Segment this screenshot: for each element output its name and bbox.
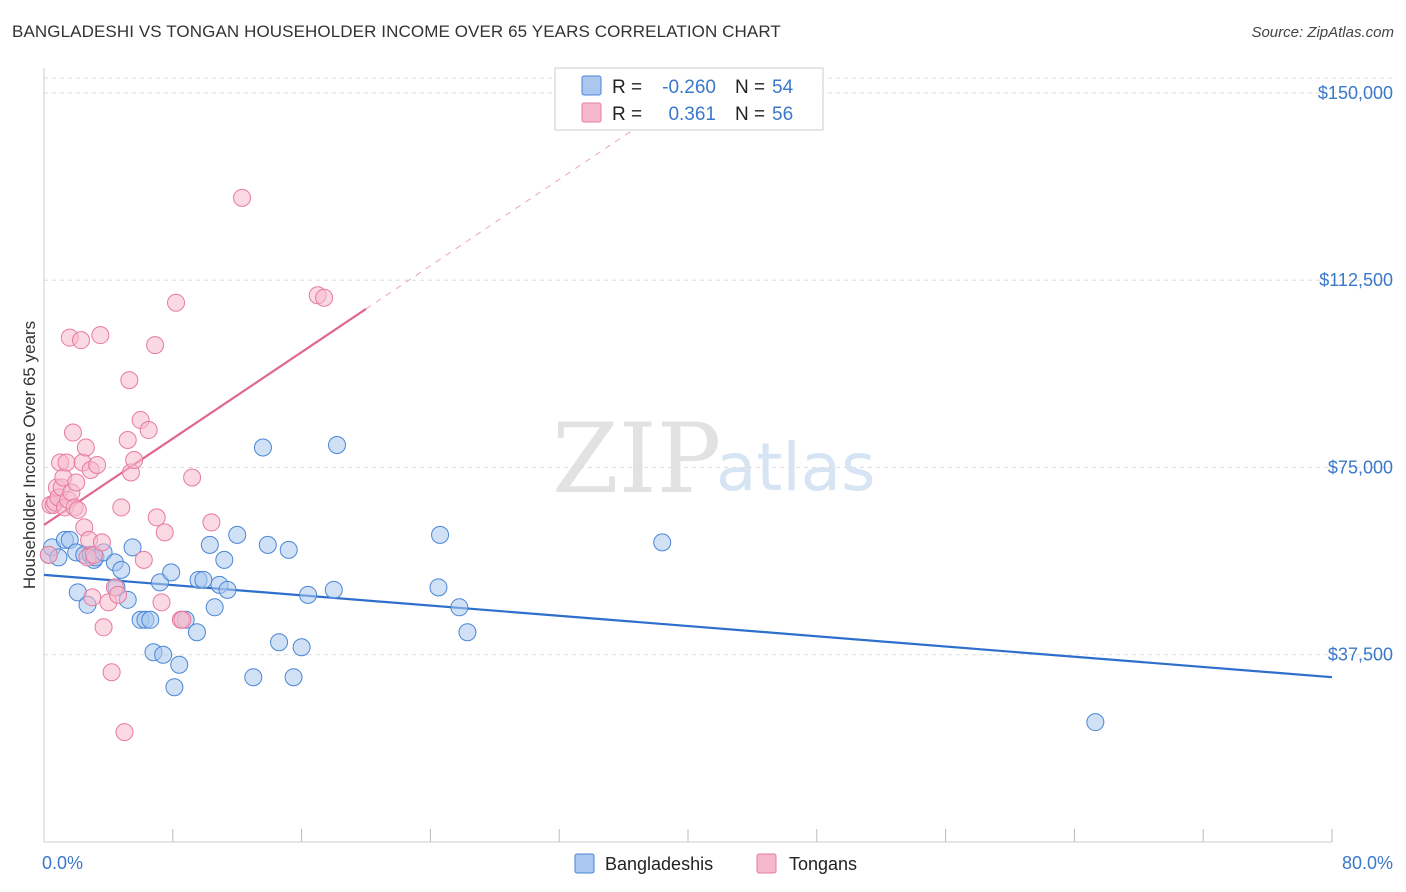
- point-bangladeshis: [1086, 713, 1105, 732]
- point-bangladeshis: [458, 623, 477, 642]
- point-tongans: [112, 498, 131, 517]
- point-tongans: [91, 326, 110, 345]
- point-tongans: [134, 550, 153, 569]
- point-tongans: [109, 585, 128, 604]
- legend-n-value-2: 56: [772, 104, 793, 125]
- correlation-legend: R = -0.260 N = 54 R = 0.361 N = 56: [554, 67, 824, 131]
- point-tongans: [76, 438, 95, 457]
- point-bangladeshis: [215, 550, 234, 569]
- point-tongans: [88, 455, 107, 474]
- point-tongans: [68, 500, 87, 519]
- trend-line-tongans: [43, 308, 367, 526]
- point-tongans: [115, 723, 134, 742]
- trend-lines: [43, 92, 1333, 679]
- y-tick-label: $150,000: [1318, 83, 1393, 103]
- point-bangladeshis: [218, 580, 237, 599]
- point-bangladeshis: [112, 560, 131, 579]
- point-tongans: [155, 523, 174, 542]
- point-tongans: [39, 545, 58, 564]
- bottom-legend-bangladeshis: Bangladeshis: [605, 854, 713, 874]
- point-bangladeshis: [284, 668, 303, 687]
- point-bangladeshis: [253, 438, 272, 457]
- gridlines: [44, 77, 1392, 656]
- x-tick-label-min: 0.0%: [42, 853, 83, 873]
- point-bangladeshis: [431, 525, 450, 544]
- point-tongans: [167, 293, 186, 312]
- point-tongans: [146, 336, 165, 355]
- bottom-legend-swatch-pink: [756, 853, 777, 874]
- point-tongans: [120, 371, 139, 390]
- point-tongans: [67, 473, 86, 492]
- legend-r-value-1: -0.260: [662, 77, 716, 98]
- point-tongans: [92, 533, 111, 552]
- point-bangladeshis: [154, 645, 173, 664]
- point-tongans: [57, 453, 76, 472]
- point-bangladeshis: [324, 580, 343, 599]
- point-bangladeshis: [228, 525, 247, 544]
- legend-n-value-1: 54: [772, 77, 794, 98]
- point-tongans: [315, 288, 334, 307]
- legend-swatch-pink: [581, 102, 602, 123]
- series-legend: Bangladeshis Tongans: [574, 853, 857, 874]
- y-tick-labels: $37,500 $75,000 $112,500 $150,000: [1318, 83, 1393, 665]
- point-bangladeshis: [270, 633, 289, 652]
- point-bangladeshis: [279, 540, 298, 559]
- chart-title: BANGLADESHI VS TONGAN HOUSEHOLDER INCOME…: [12, 22, 781, 41]
- tongans-points: [39, 188, 334, 742]
- point-bangladeshis: [244, 668, 263, 687]
- bottom-legend-tongans: Tongans: [789, 854, 857, 874]
- legend-r-value-2: 0.361: [668, 104, 716, 125]
- point-bangladeshis: [429, 578, 448, 597]
- point-bangladeshis: [258, 535, 277, 554]
- point-tongans: [118, 431, 137, 450]
- trend-line-bangladeshis: [43, 573, 1333, 679]
- trend-line-extension: [365, 92, 689, 310]
- point-bangladeshis: [205, 598, 224, 617]
- point-bangladeshis: [162, 563, 181, 582]
- x-tick-label-max: 80.0%: [1342, 853, 1393, 873]
- point-tongans: [94, 618, 113, 637]
- point-bangladeshis: [141, 610, 160, 629]
- point-tongans: [147, 508, 166, 527]
- point-tongans: [125, 451, 144, 469]
- bottom-legend-swatch-blue: [574, 853, 595, 874]
- point-tongans: [152, 593, 171, 612]
- point-tongans: [63, 423, 82, 442]
- watermark-atlas: atlas: [716, 429, 876, 506]
- point-tongans: [139, 421, 158, 440]
- x-axis-ticks: [172, 829, 1333, 842]
- point-tongans: [202, 513, 221, 532]
- point-bangladeshis: [187, 623, 206, 642]
- point-bangladeshis: [450, 598, 469, 617]
- y-tick-label: $75,000: [1328, 457, 1393, 477]
- point-tongans: [183, 468, 202, 487]
- point-tongans: [72, 331, 91, 350]
- legend-r-label-1: R =: [612, 77, 642, 98]
- watermark-zip: ZIP: [552, 403, 721, 515]
- y-axis-title: Householder Income Over 65 years: [20, 321, 39, 589]
- point-bangladeshis: [165, 678, 184, 697]
- point-bangladeshis: [194, 570, 213, 589]
- point-bangladeshis: [653, 533, 672, 552]
- legend-n-label-1: N =: [735, 77, 765, 98]
- point-tongans: [173, 610, 192, 629]
- point-bangladeshis: [200, 535, 219, 554]
- y-tick-label: $112,500: [1319, 270, 1393, 290]
- point-tongans: [83, 588, 102, 607]
- point-bangladeshis: [170, 655, 189, 674]
- y-tick-label: $37,500: [1328, 645, 1393, 665]
- point-bangladeshis: [299, 585, 318, 604]
- legend-r-label-2: R =: [612, 104, 642, 125]
- point-bangladeshis: [328, 436, 347, 455]
- point-bangladeshis: [292, 638, 311, 657]
- source-label: Source: ZipAtlas.com: [1251, 24, 1394, 41]
- point-bangladeshis: [123, 538, 142, 557]
- point-tongans: [233, 188, 252, 207]
- point-tongans: [102, 663, 121, 682]
- legend-n-label-2: N =: [735, 104, 765, 125]
- legend-swatch-blue: [581, 75, 602, 96]
- point-bangladeshis: [150, 573, 169, 592]
